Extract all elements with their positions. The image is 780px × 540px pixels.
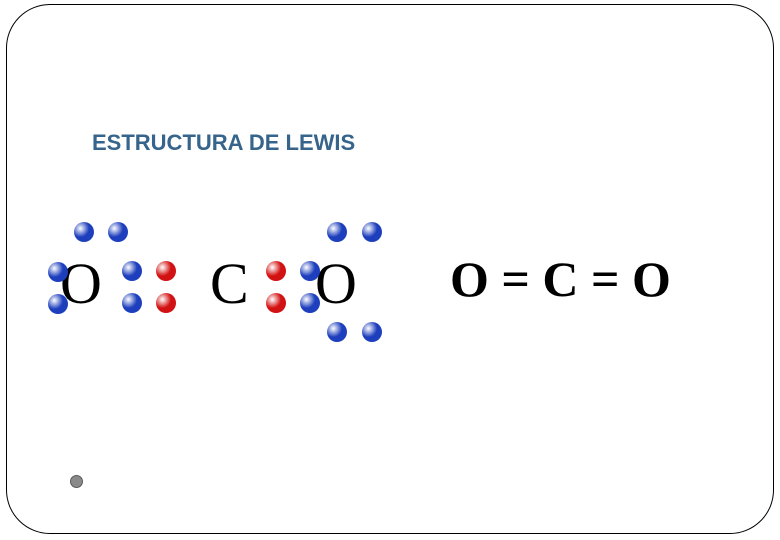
lewis-atom-o-2: O: [315, 250, 357, 317]
electron-dot-1: [108, 222, 128, 242]
electron-dot-0: [74, 222, 94, 242]
footer-bullet-icon: [70, 475, 83, 488]
electron-dot-2: [48, 262, 68, 282]
electron-dot-7: [156, 293, 176, 313]
electron-dot-9: [266, 293, 286, 313]
electron-dot-14: [327, 322, 347, 342]
lewis-atom-c-1: C: [210, 250, 249, 317]
electron-dot-8: [266, 261, 286, 281]
electron-dot-4: [122, 261, 142, 281]
electron-dot-12: [327, 222, 347, 242]
electron-dot-10: [300, 261, 320, 281]
diagram-title: ESTRUCTURA DE LEWIS: [92, 130, 355, 156]
structural-formula: O = C = O: [450, 250, 671, 308]
electron-dot-15: [362, 322, 382, 342]
electron-dot-11: [300, 293, 320, 313]
electron-dot-5: [122, 293, 142, 313]
electron-dot-13: [362, 222, 382, 242]
electron-dot-3: [48, 294, 68, 314]
electron-dot-6: [156, 261, 176, 281]
